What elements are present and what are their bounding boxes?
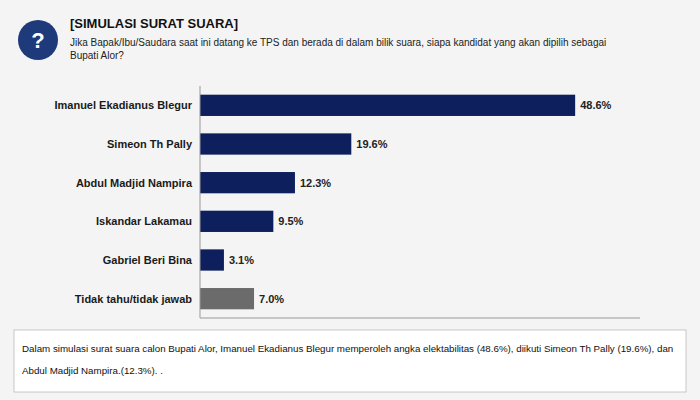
bar <box>200 211 273 232</box>
chart-container: ? [SIMULASI SURAT SUARA] Jika Bapak/Ibu/Sa… <box>0 0 700 400</box>
x-axis-line <box>200 318 640 319</box>
icon-text: ? <box>31 28 44 53</box>
data-label: 19.6% <box>356 138 387 150</box>
bar <box>200 95 575 116</box>
data-label: 12.3% <box>300 177 331 189</box>
subtitle-line: Jika Bapak/Ibu/Saudara saat ini datang k… <box>70 37 606 48</box>
category-label: Gabriel Beri Bina <box>103 254 193 266</box>
chart-svg: ? [SIMULASI SURAT SUARA] Jika Bapak/Ibu/Sa… <box>0 0 700 400</box>
data-label: 7.0% <box>259 293 284 305</box>
subtitle-line: Bupati Alor? <box>70 50 124 61</box>
subtitle: Jika Bapak/Ibu/Saudara saat ini datang k… <box>70 37 606 61</box>
category-label: Imanuel Ekadianus Blegur <box>54 99 192 111</box>
data-label: 3.1% <box>229 254 254 266</box>
data-label: 48.6% <box>580 99 611 111</box>
bar <box>200 172 295 193</box>
category-label: Abdul Madjid Nampira <box>76 177 193 189</box>
y-axis-line <box>200 86 201 318</box>
background <box>0 0 700 400</box>
footer-box <box>14 330 686 392</box>
footer-text: Abdul Madjid Nampira.(12.3%). . <box>22 365 163 376</box>
title: [SIMULASI SURAT SUARA] <box>70 16 238 31</box>
data-label: 9.5% <box>278 215 303 227</box>
category-label: Tidak tahu/tidak jawab <box>75 293 192 305</box>
bar <box>200 133 351 154</box>
category-label: Iskandar Lakamau <box>96 215 192 227</box>
bar <box>200 288 254 309</box>
labels: Imanuel Ekadianus Blegur 48.6% Simeon Th P… <box>54 99 611 304</box>
footer-text: Dalam simulasi surat suara calon Bupati … <box>22 343 673 354</box>
category-label: Simeon Th Pally <box>107 138 193 150</box>
bars <box>200 95 575 310</box>
bar <box>200 249 224 270</box>
icon-circle <box>18 20 58 60</box>
